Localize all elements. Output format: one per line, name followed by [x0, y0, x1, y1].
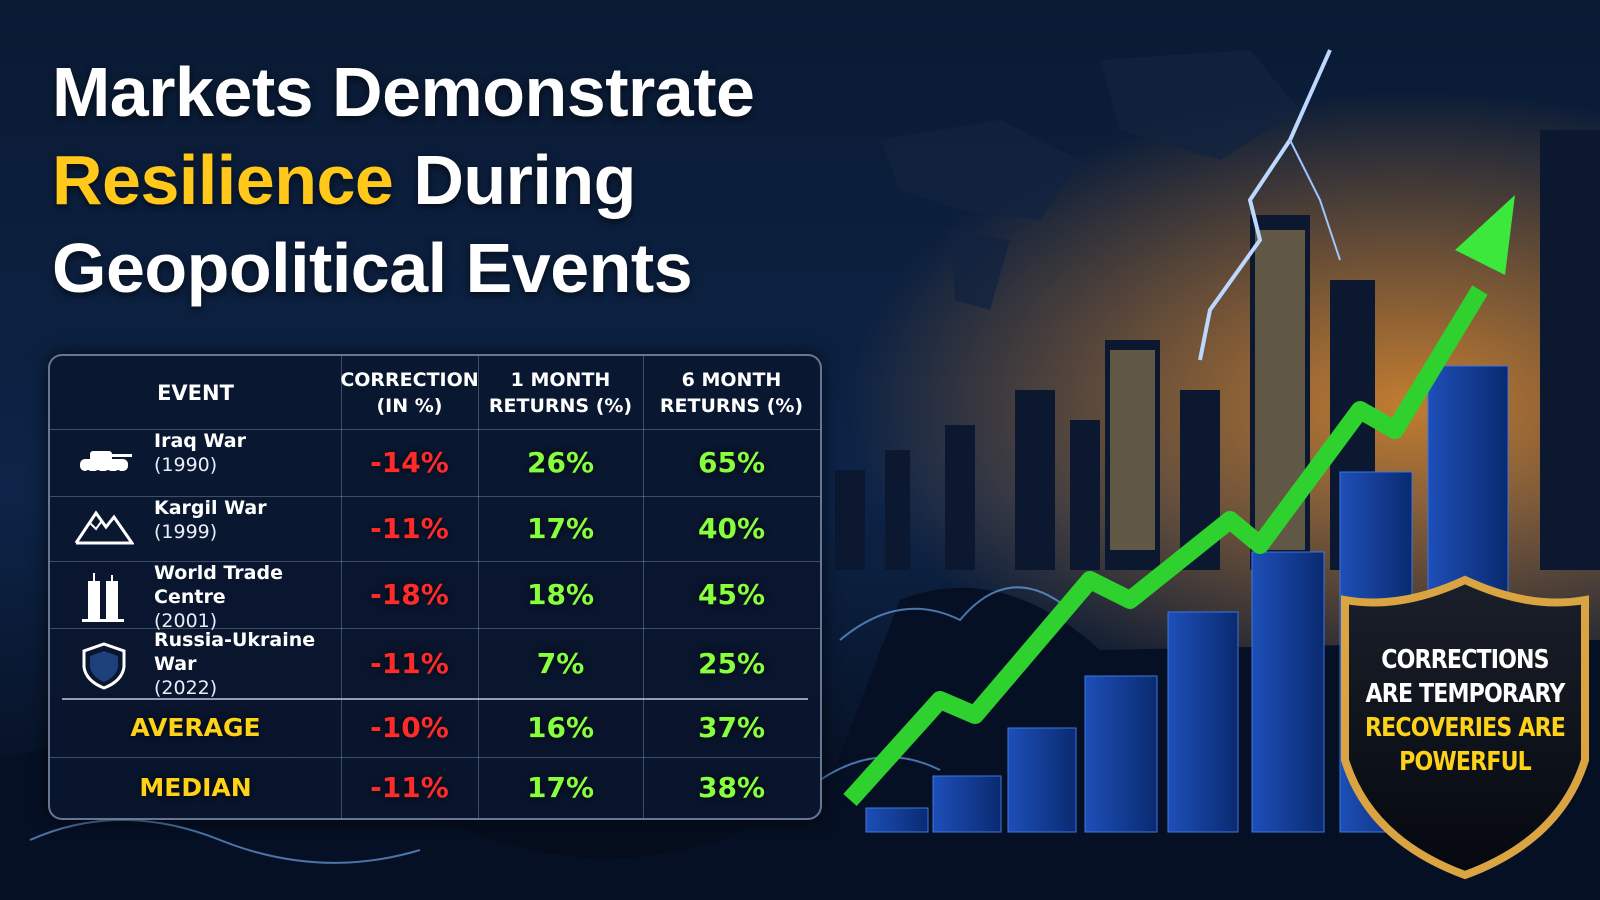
- row-divider: [50, 757, 820, 758]
- one-month-return: 26%: [526, 446, 595, 479]
- arrow-head: [1455, 195, 1515, 275]
- badge-line: POWERFUL: [1399, 747, 1532, 777]
- lightning-branch: [1289, 139, 1341, 261]
- title-line: Resilience During: [52, 140, 636, 220]
- header-text: 1 MONTH: [510, 368, 611, 391]
- row-divider: [50, 429, 820, 430]
- summary-one-month: 17%: [526, 771, 595, 804]
- event-name: World Trade Centre: [154, 562, 283, 608]
- title-line: Markets Demonstrate: [52, 53, 755, 131]
- returns-table: EVENT CORRECTION (IN %) 1 MONTH RETURNS (%) 6…: [48, 354, 822, 820]
- event-name: Russia-Ukraine War: [154, 629, 316, 675]
- column-header: CORRECTION (IN %): [340, 356, 479, 429]
- title-text: During: [413, 141, 636, 219]
- event-year: (2001): [154, 610, 218, 632]
- row-divider: [50, 496, 820, 497]
- column-divider: [341, 356, 342, 818]
- summary-label: AVERAGE: [130, 713, 261, 742]
- row-divider: [50, 628, 820, 629]
- correction-value: -14%: [370, 446, 449, 479]
- lightning: [1198, 49, 1332, 361]
- correction-value: -11%: [370, 646, 449, 680]
- event-name: Iraq War: [154, 430, 246, 452]
- six-month-return: 40%: [697, 512, 766, 545]
- six-month-return: 65%: [697, 446, 766, 479]
- event-cell: Iraq War (1990): [154, 429, 341, 496]
- one-month-return: 7%: [536, 646, 585, 680]
- summary-correction: -10%: [370, 711, 449, 744]
- six-month-return: 45%: [697, 578, 766, 611]
- event-year: (1990): [154, 454, 218, 476]
- summary-label: MEDIAN: [139, 773, 252, 802]
- row-divider: [50, 561, 820, 562]
- column-divider: [643, 356, 644, 818]
- one-month-return: 17%: [526, 512, 595, 545]
- badge-line: ARE TEMPORARY: [1365, 679, 1566, 709]
- event-cell: Kargil War (1999): [154, 496, 341, 561]
- title-line: Geopolitical Events: [52, 229, 693, 307]
- row-divider: [62, 698, 808, 700]
- summary-one-month: 16%: [526, 711, 595, 744]
- event-year: (2022): [154, 677, 218, 699]
- shield-badge: [1341, 575, 1589, 880]
- event-year: (1999): [154, 521, 218, 543]
- badge-line: CORRECTIONS: [1381, 645, 1549, 675]
- header-text: RETURNS (%): [659, 394, 804, 417]
- event-icon: [74, 507, 135, 551]
- six-month-return: 25%: [697, 646, 766, 680]
- correction-value: -18%: [370, 578, 449, 611]
- event-name: Kargil War: [154, 497, 267, 519]
- column-divider: [478, 356, 479, 818]
- header-text: RETURNS (%): [488, 394, 633, 417]
- column-header: 6 MONTH RETURNS (%): [643, 356, 820, 429]
- column-header: EVENT: [50, 356, 341, 429]
- summary-six-month: 38%: [697, 771, 766, 804]
- header-text: CORRECTION: [340, 368, 479, 391]
- header-text: 6 MONTH: [681, 368, 782, 391]
- event-icon: [74, 641, 134, 695]
- title-highlight: Resilience: [52, 141, 394, 219]
- event-cell: Russia-Ukraine War (2022): [154, 628, 341, 699]
- event-icon: [74, 572, 134, 627]
- header-text: EVENT: [157, 380, 234, 405]
- column-header: 1 MONTH RETURNS (%): [478, 356, 643, 429]
- badge-line: RECOVERIES ARE: [1364, 713, 1566, 743]
- one-month-return: 18%: [526, 578, 595, 611]
- correction-value: -11%: [370, 512, 449, 545]
- summary-six-month: 37%: [697, 711, 766, 744]
- summary-correction: -11%: [370, 771, 449, 804]
- header-text: (IN %): [376, 394, 443, 417]
- event-cell: World Trade Centre (2001): [154, 561, 341, 632]
- event-icon: [74, 441, 134, 485]
- trend-arrow: [843, 285, 1488, 807]
- map: [880, 50, 1300, 310]
